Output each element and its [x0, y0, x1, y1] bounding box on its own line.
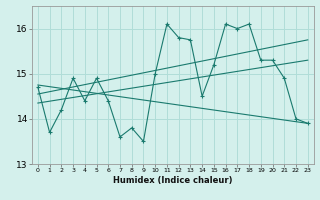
X-axis label: Humidex (Indice chaleur): Humidex (Indice chaleur) [113, 176, 233, 185]
